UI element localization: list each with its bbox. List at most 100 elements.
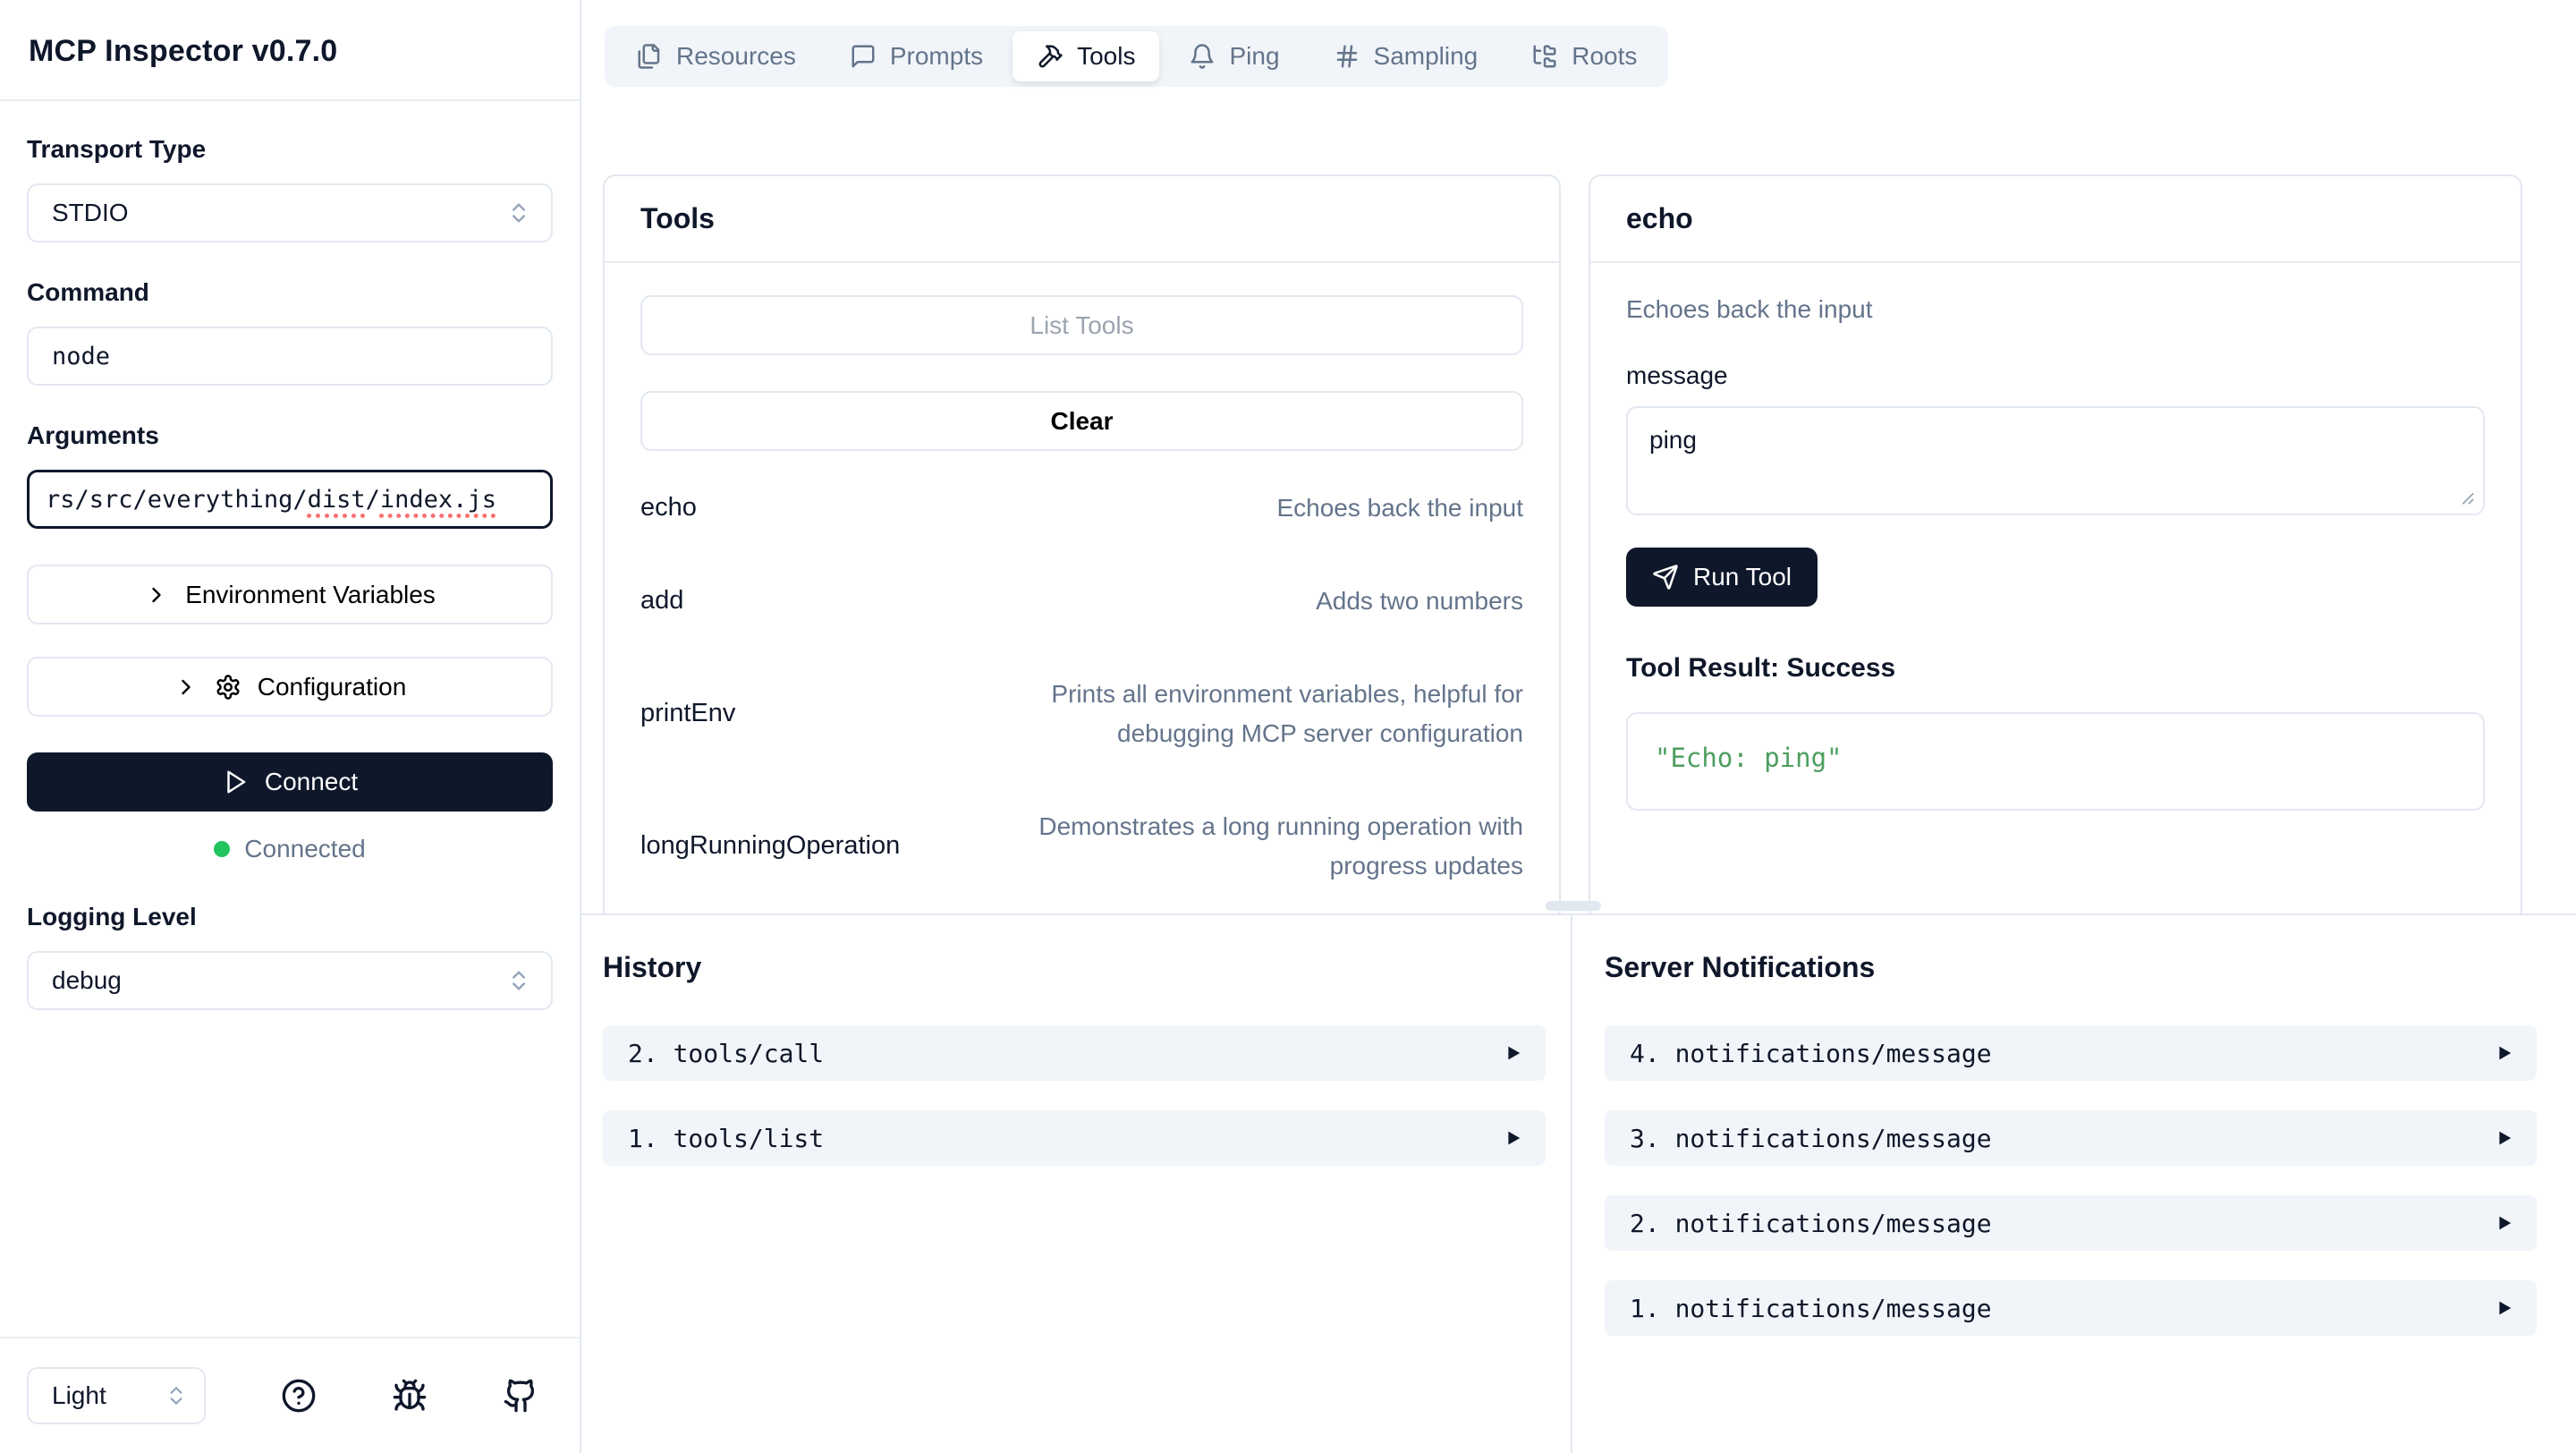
logging-level-label: Logging Level <box>27 903 197 930</box>
chevrons-up-down-icon <box>506 968 531 993</box>
play-triangle-icon <box>2494 1213 2513 1233</box>
tool-description: Prints all environment variables, helpfu… <box>1051 679 1523 747</box>
command-label: Command <box>27 278 149 306</box>
chevrons-up-down-icon <box>506 200 531 225</box>
history-item[interactable]: 1. tools/list <box>603 1110 1546 1166</box>
message-textarea[interactable]: ping <box>1626 406 2485 515</box>
tools-card-header: Tools <box>605 176 1559 263</box>
tools-card-body: List Tools Clear echo Echoes back the in… <box>605 263 1559 915</box>
list-tools-button[interactable]: List Tools <box>640 295 1523 355</box>
bug-icon[interactable] <box>392 1378 428 1414</box>
github-icon[interactable] <box>503 1378 538 1414</box>
selected-tool-card: echo Echoes back the input message ping … <box>1589 174 2522 913</box>
hammer-icon <box>1037 43 1063 70</box>
command-value: node <box>52 342 111 370</box>
history-item-label: 1. tools/list <box>628 1123 825 1153</box>
chevron-right-icon <box>174 675 199 700</box>
tools-list-card: Tools List Tools Clear echo Echoes back … <box>603 174 1561 915</box>
sidebar-footer: Light <box>0 1337 580 1453</box>
arguments-value: rs/src/everything/dist/index.js <box>46 485 496 514</box>
connected-dot-icon <box>214 841 231 857</box>
notification-item[interactable]: 2. notifications/message <box>1605 1195 2537 1251</box>
tab-tools[interactable]: Tools <box>1013 31 1160 81</box>
notification-item-label: 1. notifications/message <box>1630 1293 1992 1323</box>
param-label: message <box>1626 361 1728 389</box>
selected-tool-title: echo <box>1626 202 1693 234</box>
notification-item-label: 3. notifications/message <box>1630 1123 1992 1153</box>
spellcheck-underline: index.js <box>379 485 496 514</box>
clear-button[interactable]: Clear <box>640 391 1523 451</box>
chevron-right-icon <box>144 582 169 608</box>
tool-list-item[interactable]: echo Echoes back the input <box>640 462 1523 555</box>
run-tool-button[interactable]: Run Tool <box>1626 548 1818 607</box>
notification-item[interactable]: 4. notifications/message <box>1605 1025 2537 1081</box>
tool-name: printEnv <box>640 699 736 728</box>
hash-icon <box>1334 43 1360 70</box>
tool-description: Adds two numbers <box>1316 586 1523 615</box>
tab-ping[interactable]: Ping <box>1165 31 1303 81</box>
transport-type-label: Transport Type <box>27 135 207 163</box>
transport-type-value: STDIO <box>52 199 129 226</box>
server-notifications-title: Server Notifications <box>1605 951 1876 983</box>
theme-value: Light <box>52 1381 106 1409</box>
connection-status: Connected <box>27 835 553 863</box>
bottom-pane: History 2. tools/call 1. tools/list <box>581 915 2576 1453</box>
tool-list-item[interactable]: printEnv Prints all environment variable… <box>640 648 1523 780</box>
top-pane: Resources Prompts Tools Ping <box>581 0 2576 915</box>
notification-item-label: 2. notifications/message <box>1630 1208 1992 1238</box>
files-icon <box>636 43 663 70</box>
tool-list: echo Echoes back the input add Adds two … <box>640 462 1523 915</box>
transport-type-select[interactable]: STDIO <box>27 183 553 242</box>
horizontal-scrollbar-thumb[interactable] <box>1546 901 1601 911</box>
logging-level-select[interactable]: debug <box>27 951 553 1010</box>
logging-level-value: debug <box>52 966 122 994</box>
connection-status-text: Connected <box>244 835 366 862</box>
server-notifications-pane: Server Notifications 4. notifications/me… <box>1572 915 2576 1453</box>
message-textarea-value: ping <box>1649 426 1697 454</box>
app-title: MCP Inspector v0.7.0 <box>29 34 338 68</box>
tab-sampling[interactable]: Sampling <box>1309 31 1503 81</box>
environment-variables-button[interactable]: Environment Variables <box>27 565 553 625</box>
send-icon <box>1652 564 1679 591</box>
command-input[interactable]: node <box>27 327 553 386</box>
sidebar-body: Transport Type STDIO Command node Argume… <box>0 101 580 1337</box>
main-content: Resources Prompts Tools Ping <box>581 0 2576 1453</box>
play-triangle-icon <box>2494 1043 2513 1063</box>
tool-list-item[interactable]: add Adds two numbers <box>640 555 1523 648</box>
tool-name: add <box>640 586 684 616</box>
tab-roots[interactable]: Roots <box>1507 31 1661 81</box>
bell-icon <box>1189 43 1216 70</box>
history-list: 2. tools/call 1. tools/list <box>603 1025 1546 1166</box>
arguments-label: Arguments <box>27 421 159 449</box>
theme-select[interactable]: Light <box>27 1367 206 1424</box>
notification-item[interactable]: 3. notifications/message <box>1605 1110 2537 1166</box>
connect-button[interactable]: Connect <box>27 752 553 811</box>
tool-list-item[interactable]: longRunningOperation Demonstrates a long… <box>640 780 1523 913</box>
selected-tool-header: echo <box>1590 176 2521 263</box>
message-square-icon <box>850 43 877 70</box>
spellcheck-underline: dist <box>307 485 366 514</box>
history-item[interactable]: 2. tools/call <box>603 1025 1546 1081</box>
arguments-input[interactable]: rs/src/everything/dist/index.js <box>27 470 553 529</box>
configuration-button[interactable]: Configuration <box>27 657 553 717</box>
play-triangle-icon <box>1503 1128 1522 1148</box>
tool-description: Echoes back the input <box>1276 494 1523 522</box>
gear-icon <box>215 674 242 701</box>
notification-item[interactable]: 1. notifications/message <box>1605 1280 2537 1336</box>
tab-bar: Resources Prompts Tools Ping <box>605 26 1669 87</box>
selected-tool-description: Echoes back the input <box>1626 295 1873 323</box>
tool-name: longRunningOperation <box>640 831 901 861</box>
history-pane: History 2. tools/call 1. tools/list <box>581 915 1572 1453</box>
resize-grip-icon[interactable] <box>2453 483 2476 506</box>
play-triangle-icon <box>1503 1043 1522 1063</box>
tool-list-item[interactable]: sampleLLM Samples from an LLM using MCP'… <box>640 913 1523 915</box>
notification-list: 4. notifications/message 3. notification… <box>1605 1025 2537 1336</box>
help-circle-icon[interactable] <box>281 1378 317 1414</box>
tab-prompts[interactable]: Prompts <box>826 31 1007 81</box>
history-title: History <box>603 951 702 983</box>
sidebar-header: MCP Inspector v0.7.0 <box>0 0 580 101</box>
play-triangle-icon <box>2494 1298 2513 1318</box>
tab-resources[interactable]: Resources <box>612 31 820 81</box>
selected-tool-body: Echoes back the input message ping Run T… <box>1590 263 2521 811</box>
sidebar: MCP Inspector v0.7.0 Transport Type STDI… <box>0 0 581 1453</box>
